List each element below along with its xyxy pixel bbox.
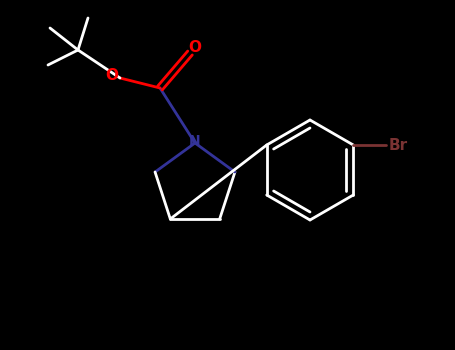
Text: N: N — [189, 134, 201, 148]
Text: O: O — [188, 41, 202, 56]
Text: Br: Br — [388, 138, 407, 153]
Text: O: O — [106, 68, 118, 83]
